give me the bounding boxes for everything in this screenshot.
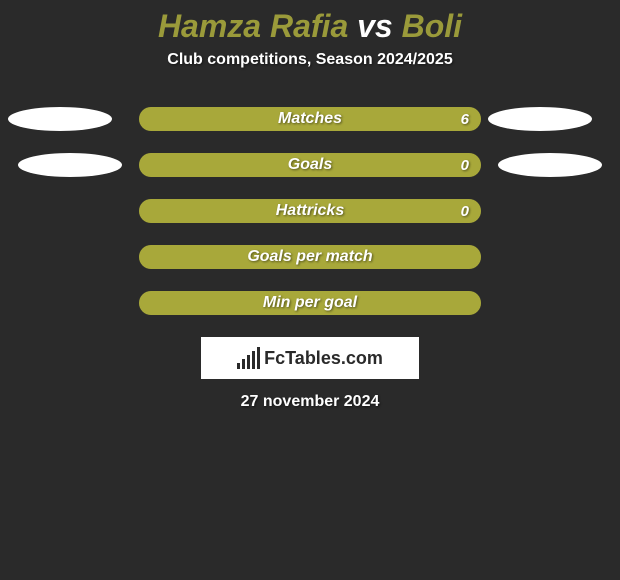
stat-value: 6 <box>461 111 469 128</box>
stat-label: Hattricks <box>276 202 344 220</box>
stat-bar: Hattricks 0 <box>139 199 481 223</box>
stat-row: Hattricks 0 <box>0 199 620 223</box>
subtitle: Club competitions, Season 2024/2025 <box>0 51 620 69</box>
right-oval <box>488 107 592 131</box>
stat-row: Min per goal <box>0 291 620 315</box>
stat-row: Matches 6 <box>0 107 620 131</box>
stat-bar: Matches 6 <box>139 107 481 131</box>
logo-text: FcTables.com <box>264 348 383 369</box>
stat-value: 0 <box>461 157 469 174</box>
left-oval <box>18 153 122 177</box>
title-vs: vs <box>357 8 401 44</box>
stat-label: Matches <box>278 110 342 128</box>
stat-row: Goals 0 <box>0 153 620 177</box>
fctables-logo: FcTables.com <box>201 337 419 379</box>
stat-value: 0 <box>461 203 469 220</box>
stats-chart: Matches 6 Goals 0 Hattricks 0 Goals per match M… <box>0 107 620 315</box>
stat-bar: Goals 0 <box>139 153 481 177</box>
stat-label: Goals per match <box>247 248 372 266</box>
stat-bar: Min per goal <box>139 291 481 315</box>
date-label: 27 november 2024 <box>0 393 620 411</box>
left-oval <box>8 107 112 131</box>
stat-label: Goals <box>288 156 332 174</box>
title-player1: Hamza Rafia <box>158 8 348 44</box>
page-title: Hamza Rafia vs Boli <box>0 0 620 45</box>
right-oval <box>498 153 602 177</box>
logo-bars-icon <box>237 347 260 369</box>
stat-bar: Goals per match <box>139 245 481 269</box>
title-player2: Boli <box>402 8 462 44</box>
stat-label: Min per goal <box>263 294 357 312</box>
stat-row: Goals per match <box>0 245 620 269</box>
